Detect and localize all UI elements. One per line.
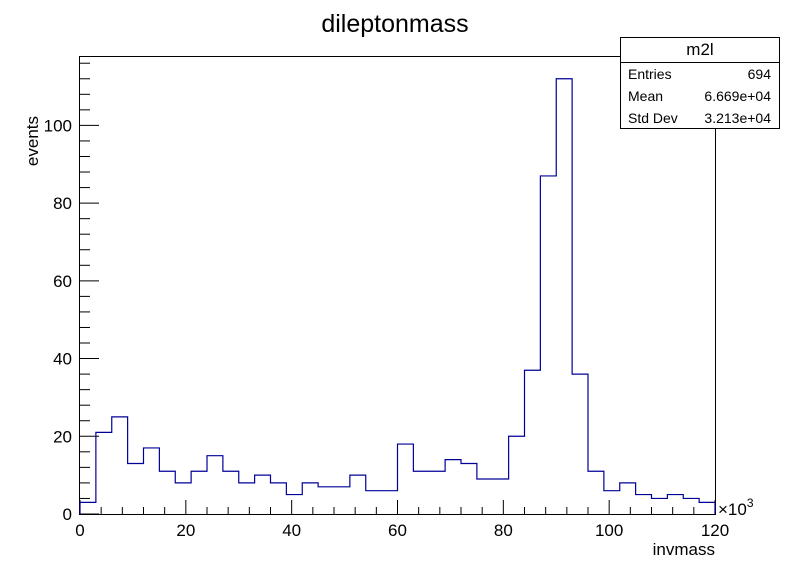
- x-tick-label: 60: [388, 521, 407, 540]
- stats-row-stddev: Std Dev 3.213e+04: [621, 107, 779, 129]
- x-axis-exponent-base: ×10: [718, 500, 747, 519]
- stats-stddev-label: Std Dev: [628, 110, 678, 126]
- stats-entries-label: Entries: [628, 66, 672, 82]
- chart-title: dileptonmass: [321, 10, 468, 38]
- y-axis-label: events: [23, 116, 42, 166]
- x-axis-label: invmass: [653, 540, 715, 559]
- plot-frame: [79, 56, 716, 515]
- x-tick-label: 20: [176, 521, 195, 540]
- stats-row-entries: Entries 694: [621, 63, 779, 85]
- stats-mean-label: Mean: [628, 88, 664, 104]
- stats-row-mean: Mean 6.669e+04: [621, 85, 779, 107]
- stats-mean-value: 6.669e+04: [704, 88, 771, 104]
- x-axis-exponent: ×103: [718, 496, 754, 519]
- y-tick-label: 20: [53, 427, 72, 446]
- y-tick-label: 40: [53, 350, 72, 369]
- x-tick-label: 80: [494, 521, 513, 540]
- stats-box: m2l Entries 694 Mean 6.669e+04 Std Dev 3…: [620, 37, 780, 129]
- axis-tick-labels: 0 20 40 60 80 100 120 0 20 40 60 80 100: [44, 116, 730, 540]
- x-tick-label: 100: [595, 521, 623, 540]
- y-tick-label: 80: [53, 194, 72, 213]
- stats-stddev-value: 3.213e+04: [704, 110, 771, 126]
- y-tick-label: 0: [63, 505, 72, 524]
- x-tick-label: 120: [701, 521, 729, 540]
- x-tick-label: 40: [282, 521, 301, 540]
- x-axis-exponent-power: 3: [747, 496, 754, 510]
- histogram-line: [79, 78, 716, 514]
- stats-entries-value: 694: [747, 66, 771, 82]
- y-tick-label: 100: [44, 116, 72, 135]
- x-tick-label: 0: [75, 521, 84, 540]
- y-tick-label: 60: [53, 272, 72, 291]
- stats-box-title: m2l: [621, 38, 779, 63]
